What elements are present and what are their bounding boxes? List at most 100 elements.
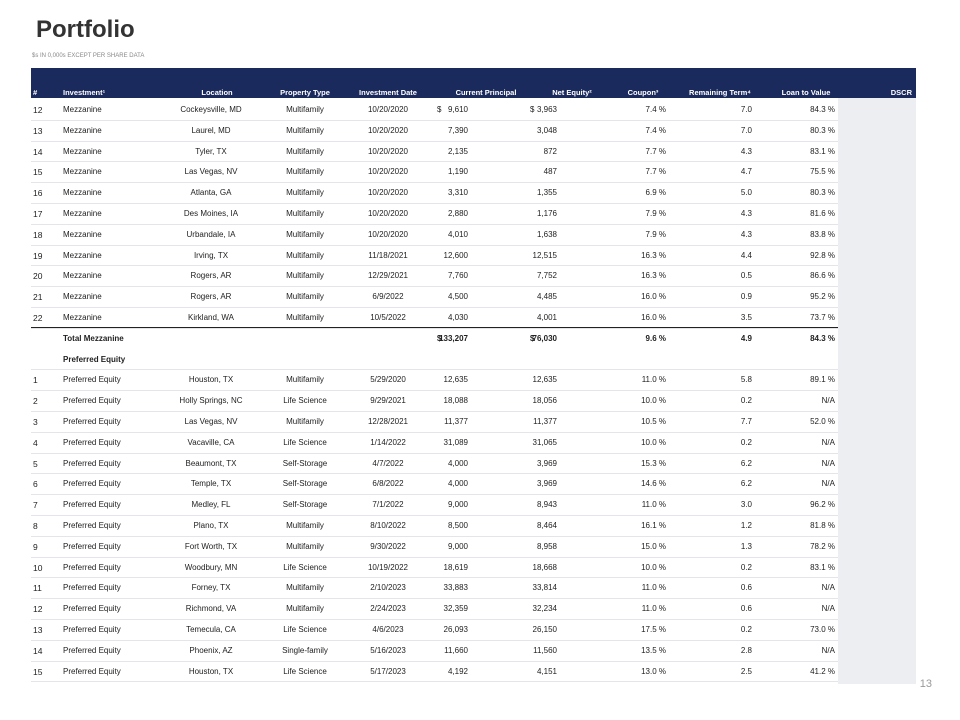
cell-type: Self-Storage [282, 479, 328, 489]
cell-ltv: 75.5 % [810, 167, 835, 177]
cell-location: Phoenix, AZ [189, 645, 233, 655]
cell-ltv: 83.1 % [810, 562, 835, 572]
cell-term: 0.2 [740, 437, 752, 447]
cell-coupon: 11.0 % [641, 375, 666, 385]
column-header: Coupon³ [627, 88, 659, 97]
cell-location: Urbandale, IA [186, 229, 236, 239]
cell-term: 4.3 [740, 146, 752, 156]
cell-ltv: N/A [821, 604, 835, 614]
column-header: # [33, 88, 38, 97]
subtitle: $s IN 0,000s EXCEPT PER SHARE DATA [32, 53, 145, 59]
cell-investment: Preferred Equity [63, 458, 121, 468]
cell-coupon: 15.3 % [641, 458, 666, 468]
cell-ltv: N/A [821, 396, 835, 406]
cell-num: 21 [33, 292, 43, 303]
row-rule [31, 473, 838, 475]
cell-coupon: 6.9 % [645, 188, 666, 198]
cell-investment: Preferred Equity [63, 500, 121, 510]
cell-investment: Preferred Equity [63, 645, 121, 655]
cell-principal: 8,500 [447, 521, 468, 530]
cell-term: 4.3 [740, 229, 752, 239]
cell-principal: 2,880 [447, 209, 468, 218]
cell-equity: 3,963 [536, 105, 557, 114]
cell-location: Fort Worth, TX [184, 541, 238, 551]
cell-coupon: 10.0 % [641, 562, 666, 572]
cell-term: 5.8 [740, 375, 752, 385]
cell-coupon: 7.7 % [645, 146, 666, 156]
cell-principal: 3,310 [447, 188, 468, 198]
cell-date: 5/17/2023 [370, 666, 406, 676]
cell-type: Multifamily [286, 146, 324, 156]
cell-coupon: 9.6 % [645, 333, 666, 343]
column-header: Net Equity² [552, 88, 592, 97]
cell-date: 10/20/2020 [367, 209, 409, 218]
cell-location: Richmond, VA [185, 604, 237, 614]
cell-equity: 8,464 [536, 521, 557, 530]
cell-investment: Mezzanine [63, 105, 102, 114]
cell-date: 2/24/2023 [370, 604, 406, 614]
cell-equity: 11,560 [533, 645, 557, 655]
cell-investment: Preferred Equity [63, 583, 121, 593]
cell-ltv: 92.8 % [810, 250, 835, 260]
cell-num: 19 [33, 250, 43, 261]
cell-coupon: 16.3 % [641, 250, 666, 260]
page-number: 13 [919, 678, 932, 690]
cell-num: 13 [33, 625, 43, 635]
cell-principal: 133,207 [439, 333, 468, 343]
row-rule [31, 140, 838, 142]
cell-term: 1.3 [740, 541, 752, 551]
cell-location: Temecula, CA [186, 625, 236, 634]
cell-type: Multifamily [286, 604, 324, 614]
cell-ltv: 83.8 % [810, 229, 835, 239]
cell-investment: Preferred Equity [63, 521, 121, 530]
cell-principal: 9,610 [447, 105, 468, 114]
cell-principal: 1,190 [447, 167, 468, 177]
cell-num: 1 [33, 375, 38, 386]
cell-ltv: 84.3 % [810, 105, 835, 114]
cell-date: 10/20/2020 [367, 146, 409, 156]
cell-num: 22 [33, 313, 43, 323]
cell-num: 3 [33, 417, 38, 427]
cell-principal: 18,088 [443, 396, 468, 406]
row-rule [31, 223, 838, 225]
cell-date: 12/29/2021 [367, 271, 409, 281]
cell-investment: Preferred Equity [63, 437, 121, 447]
row-rule [31, 286, 838, 288]
column-header: Loan to Value [781, 88, 831, 97]
cell-investment: Mezzanine [63, 167, 102, 177]
column-header: Current Principal [455, 88, 517, 97]
cell-coupon: 7.7 % [645, 167, 666, 177]
cell-equity: 4,485 [536, 292, 557, 302]
row-rule [31, 203, 838, 204]
cell-location: Forney, TX [191, 583, 231, 593]
cell-principal: 12,600 [443, 250, 468, 260]
cell-principal: 4,000 [447, 458, 468, 468]
row-rule [31, 452, 838, 454]
cell-equity: 4,001 [536, 313, 557, 322]
cell-type: Multifamily [286, 271, 324, 281]
cell-principal: 9,000 [447, 500, 468, 510]
cell-principal: 12,635 [443, 375, 468, 385]
cell-type: Multifamily [286, 167, 324, 177]
cell-type: Multifamily [286, 209, 324, 218]
column-header: Property Type [280, 88, 330, 97]
cell-ltv: 81.8 % [810, 521, 835, 530]
cell-type: Multifamily [286, 541, 324, 551]
row-rule [31, 411, 838, 412]
cell-equity-currency: $ [530, 105, 535, 114]
cell-coupon: 17.5 % [641, 625, 666, 634]
cell-term: 0.2 [740, 396, 752, 406]
cell-coupon: 14.6 % [641, 479, 666, 489]
cell-location: Laurel, MD [191, 125, 231, 135]
cell-type: Multifamily [286, 188, 324, 198]
cell-type: Multifamily [286, 583, 324, 593]
total-rule [31, 327, 838, 329]
row-rule [31, 535, 838, 537]
cell-date: 1/14/2022 [370, 437, 406, 447]
row-rule [31, 369, 838, 371]
cell-equity: 12,635 [532, 375, 557, 385]
section-label: Preferred Equity [63, 354, 126, 364]
cell-ltv: N/A [821, 479, 835, 489]
cell-principal-currency: $ [437, 105, 442, 114]
